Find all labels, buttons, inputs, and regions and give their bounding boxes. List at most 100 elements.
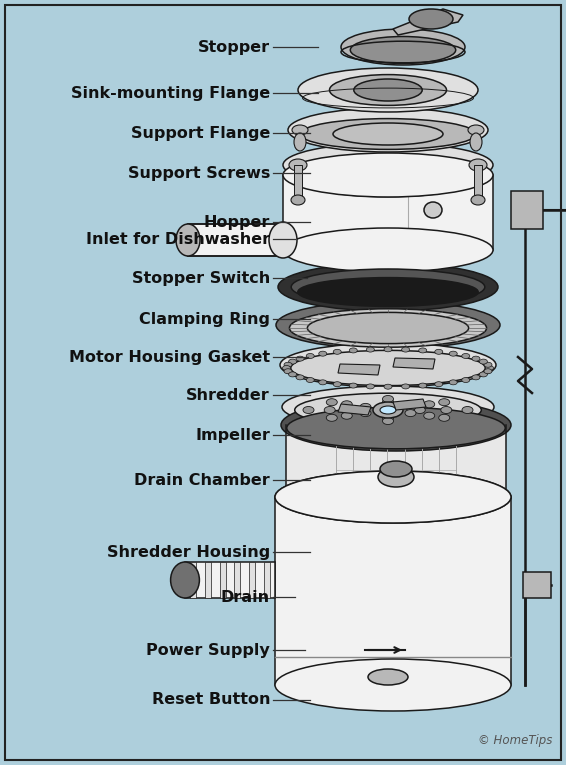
Ellipse shape [435,350,443,354]
Ellipse shape [287,407,505,449]
Polygon shape [393,358,435,369]
Ellipse shape [470,133,482,151]
Ellipse shape [484,363,492,367]
Text: Stopper: Stopper [198,40,270,54]
Ellipse shape [289,359,297,364]
Ellipse shape [435,382,443,386]
Ellipse shape [326,415,337,422]
Ellipse shape [472,375,480,380]
Ellipse shape [419,348,427,353]
Ellipse shape [325,159,451,181]
Text: Clamping Ring: Clamping Ring [139,311,270,327]
Bar [283,175,493,250]
Text: Inlet for Dishwasher: Inlet for Dishwasher [86,232,270,246]
Ellipse shape [384,347,392,352]
Ellipse shape [405,403,416,410]
Ellipse shape [383,399,393,405]
Ellipse shape [326,399,337,405]
Ellipse shape [291,195,305,205]
Ellipse shape [300,119,476,149]
Ellipse shape [341,29,465,65]
Bar [294,165,302,200]
Ellipse shape [405,409,416,417]
Ellipse shape [424,401,435,408]
Ellipse shape [275,659,511,711]
Ellipse shape [283,143,493,187]
Ellipse shape [298,278,478,307]
Ellipse shape [176,224,200,256]
Ellipse shape [307,312,469,343]
Ellipse shape [384,384,392,389]
Ellipse shape [341,412,352,419]
Ellipse shape [383,396,393,402]
Text: Drain Chamber: Drain Chamber [134,473,270,487]
Bar [275,497,511,685]
Bar [264,562,270,598]
Polygon shape [393,399,426,410]
Ellipse shape [402,384,410,389]
Ellipse shape [469,159,487,171]
Text: Sink-mounting Flange: Sink-mounting Flange [71,86,270,100]
Ellipse shape [383,402,393,409]
Text: Stopper Switch: Stopper Switch [132,271,270,285]
Ellipse shape [349,348,357,353]
Ellipse shape [449,380,457,385]
Text: Impeller: Impeller [195,428,270,442]
Ellipse shape [402,347,410,352]
Ellipse shape [289,309,487,347]
Ellipse shape [479,359,487,364]
Ellipse shape [383,415,393,422]
Ellipse shape [329,75,447,106]
Ellipse shape [366,384,374,389]
Ellipse shape [319,380,327,385]
Ellipse shape [349,383,357,388]
Ellipse shape [283,228,493,272]
Ellipse shape [278,263,498,311]
Ellipse shape [291,269,485,305]
Text: Drain: Drain [221,590,270,604]
Ellipse shape [295,393,481,427]
Bar [286,425,506,495]
Ellipse shape [292,125,308,135]
Bar [220,562,226,598]
Ellipse shape [409,9,453,29]
Ellipse shape [360,403,371,410]
Ellipse shape [479,372,487,377]
Bar [205,562,211,598]
Ellipse shape [439,399,450,405]
Ellipse shape [351,406,362,414]
Ellipse shape [283,153,493,197]
Bar [523,572,551,598]
Ellipse shape [288,108,488,152]
Ellipse shape [380,406,396,414]
Bar [190,562,196,598]
Ellipse shape [333,382,341,386]
Ellipse shape [341,401,352,408]
Text: Motor Housing Gasket: Motor Housing Gasket [69,350,270,364]
Ellipse shape [414,406,425,414]
Text: Shredder: Shredder [186,388,270,402]
Ellipse shape [468,125,484,135]
Ellipse shape [170,562,199,598]
Text: © HomeTips: © HomeTips [478,734,552,747]
Ellipse shape [298,68,478,112]
Ellipse shape [289,372,297,377]
Text: Support Flange: Support Flange [131,125,270,141]
Ellipse shape [275,471,511,523]
Text: Support Screws: Support Screws [127,165,270,181]
Ellipse shape [486,366,494,370]
Bar [474,165,482,200]
Ellipse shape [306,353,314,359]
Ellipse shape [286,473,506,517]
Ellipse shape [472,356,480,361]
Text: Hopper: Hopper [204,214,270,230]
Ellipse shape [350,37,456,63]
Bar [185,562,275,598]
Ellipse shape [354,79,422,101]
Ellipse shape [471,195,485,205]
Ellipse shape [295,155,481,185]
Ellipse shape [366,347,374,352]
Text: Power Supply: Power Supply [146,643,270,657]
Ellipse shape [439,415,450,422]
Ellipse shape [333,350,341,354]
